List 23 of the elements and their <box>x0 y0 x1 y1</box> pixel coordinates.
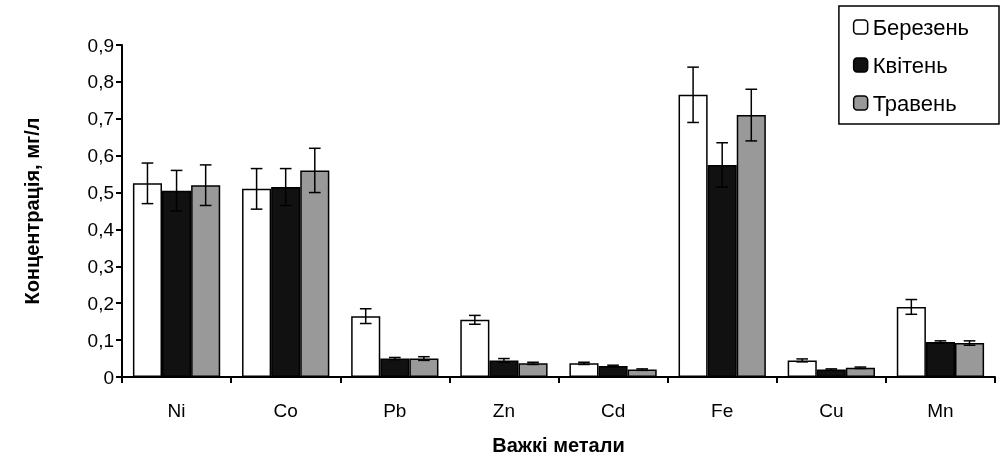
x-tick-label: Fe <box>711 400 734 421</box>
y-tick-label: 0,1 <box>87 329 114 351</box>
y-tick-label: 0,6 <box>87 145 114 167</box>
y-tick-label: 0,5 <box>87 182 114 204</box>
x-tick-label: Cu <box>819 400 844 421</box>
x-tick-label: Cd <box>600 400 626 421</box>
legend-label: Травень <box>872 90 957 116</box>
x-tick-label: Mn <box>927 400 954 421</box>
legend-label: Квітень <box>872 52 948 78</box>
x-tick-label: Pb <box>383 400 407 421</box>
y-tick-label: 0,8 <box>87 71 114 93</box>
y-tick-label: 0,9 <box>87 34 114 56</box>
x-tick-label: Zn <box>492 400 516 421</box>
x-axis-title: Важкі метали <box>492 434 625 456</box>
y-tick-label: 0,2 <box>87 292 114 314</box>
y-axis-title: Концентрація, мг/л <box>21 117 43 305</box>
legend-label: Березень <box>872 14 970 40</box>
y-tick-label: 0,7 <box>87 108 114 130</box>
y-tick-label: 0,4 <box>87 218 115 240</box>
y-tick-label: 0 <box>103 366 114 388</box>
x-tick-label: Co <box>273 400 298 421</box>
y-tick-label: 0,3 <box>87 255 114 277</box>
x-tick-label: Ni <box>167 400 186 421</box>
